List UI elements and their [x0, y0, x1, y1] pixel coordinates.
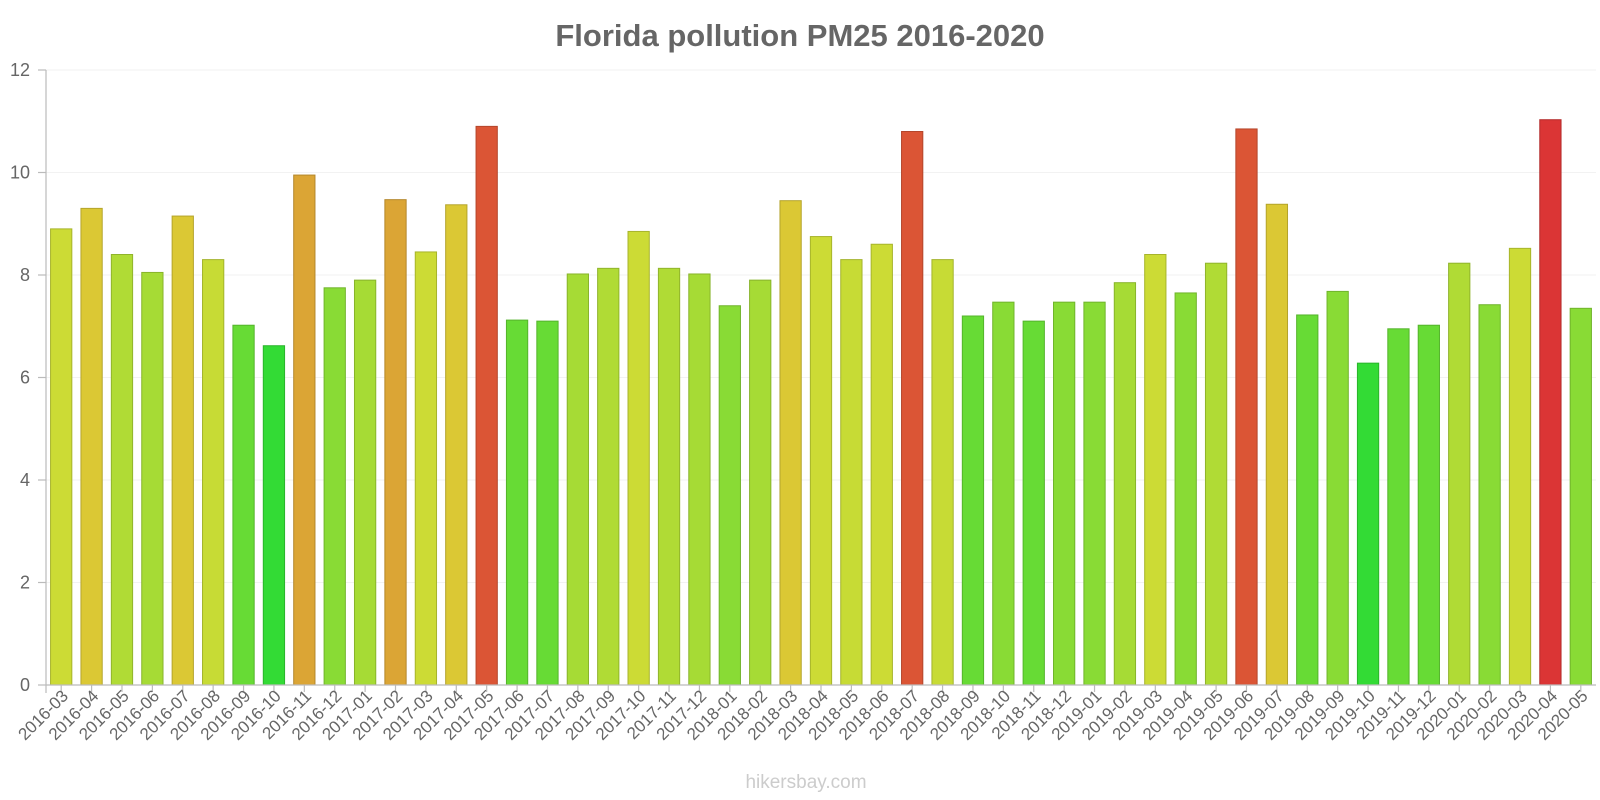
bar-2018-01[interactable]	[718, 305, 741, 686]
bar-2017-10[interactable]	[627, 230, 650, 686]
bar-2019-09[interactable]	[1326, 290, 1349, 686]
bar-2017-03[interactable]	[414, 251, 438, 686]
bar-2016-07[interactable]	[171, 215, 194, 686]
bar-2018-08[interactable]	[931, 259, 954, 686]
bar-2017-09[interactable]	[597, 267, 620, 686]
bar-2019-06[interactable]	[1235, 128, 1258, 686]
bar-2016-08[interactable]	[202, 259, 225, 686]
bar-2016-09[interactable]	[232, 324, 255, 686]
bar-2018-02[interactable]	[749, 279, 772, 686]
bar-2016-04[interactable]	[80, 207, 103, 686]
bar-2016-11[interactable]	[293, 174, 316, 686]
bar-2020-04[interactable]	[1539, 119, 1562, 686]
bar-2020-02[interactable]	[1478, 304, 1501, 686]
bar-2019-01[interactable]	[1083, 301, 1106, 686]
bar-2018-11[interactable]	[1022, 320, 1045, 686]
y-axis-ticks: 0 2 4 6 8 10 12	[10, 60, 46, 695]
bar-2017-08[interactable]	[566, 273, 589, 686]
y-tick-label: 4	[20, 470, 30, 490]
bar-2019-05[interactable]	[1204, 262, 1228, 686]
y-tick-label: 2	[20, 573, 30, 593]
watermark: hikersbay.com	[745, 772, 866, 793]
bar-2019-11[interactable]	[1387, 328, 1410, 686]
bar-2018-12[interactable]	[1053, 301, 1076, 686]
bar-2020-03[interactable]	[1508, 247, 1532, 686]
bar-2017-07[interactable]	[536, 320, 559, 686]
bar-2018-07[interactable]	[901, 131, 924, 686]
bar-2018-09[interactable]	[961, 315, 985, 686]
bar-2019-02[interactable]	[1113, 282, 1137, 686]
bar-2018-06[interactable]	[870, 243, 893, 686]
bar-2017-12[interactable]	[688, 273, 711, 686]
bar-2017-11[interactable]	[657, 267, 681, 686]
bar-2017-04[interactable]	[445, 204, 468, 686]
x-axis-ticks: 2016-032016-042016-052016-062016-072016-…	[14, 685, 1592, 744]
y-tick-label: 10	[10, 163, 30, 183]
chart-title: Florida pollution PM25 2016-2020	[555, 18, 1044, 53]
bar-2018-03[interactable]	[779, 200, 802, 686]
bar-2019-04[interactable]	[1174, 292, 1197, 686]
y-tick-label: 6	[20, 368, 30, 388]
y-tick-label: 8	[20, 265, 30, 285]
bar-2017-01[interactable]	[353, 279, 377, 686]
bar-2019-03[interactable]	[1144, 254, 1167, 686]
bar-2018-04[interactable]	[809, 236, 833, 686]
bars	[50, 119, 1592, 686]
bar-2020-05[interactable]	[1569, 307, 1592, 686]
bar-2017-02[interactable]	[384, 199, 407, 686]
bar-2017-06[interactable]	[505, 319, 529, 686]
bar-2017-05[interactable]	[475, 125, 498, 686]
bar-2018-10[interactable]	[992, 301, 1015, 686]
bar-2019-10[interactable]	[1356, 362, 1380, 686]
bar-2016-05[interactable]	[110, 254, 134, 686]
bar-2016-10[interactable]	[262, 345, 286, 686]
bar-2020-01[interactable]	[1448, 262, 1471, 686]
bar-2019-07[interactable]	[1265, 203, 1289, 686]
y-tick-label: 0	[20, 675, 30, 695]
bar-2018-05[interactable]	[840, 259, 863, 686]
y-tick-label: 12	[10, 60, 30, 80]
bar-2016-12[interactable]	[323, 287, 346, 686]
bar-2019-12[interactable]	[1417, 324, 1440, 686]
bar-2016-06[interactable]	[141, 271, 164, 686]
bar-2016-03[interactable]	[50, 228, 73, 686]
bar-2019-08[interactable]	[1296, 314, 1319, 686]
